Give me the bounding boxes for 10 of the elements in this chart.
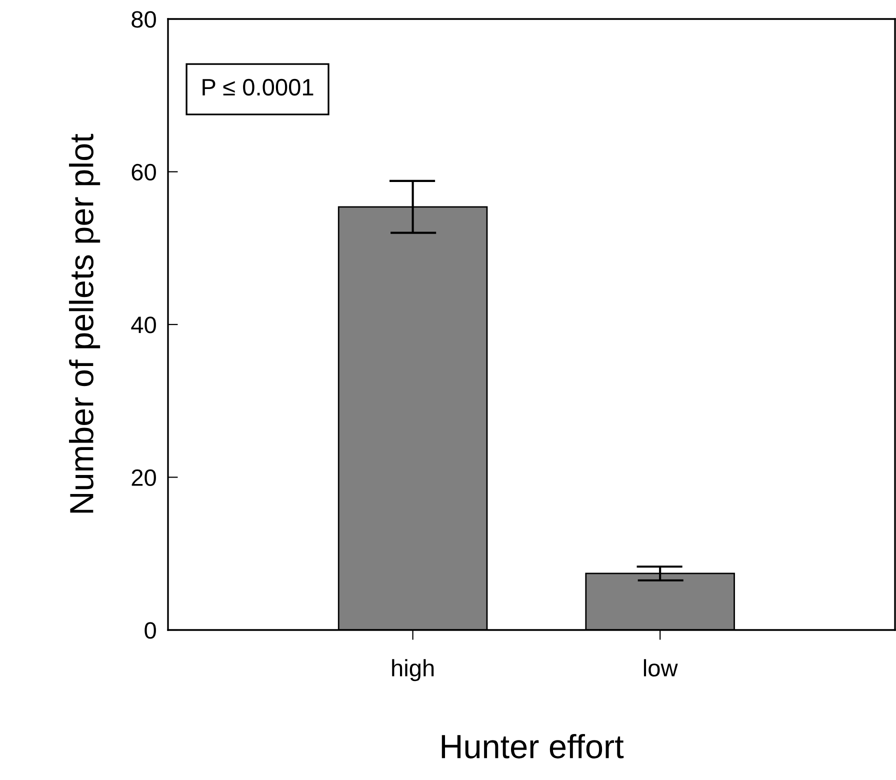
y-axis-title: Number of pellets per plot	[69, 134, 100, 513]
y-tick-label: 20	[132, 469, 156, 486]
y-tick-label: 0	[144, 622, 156, 639]
x-axis-title: Hunter effort	[442, 734, 624, 758]
x-tick-label: high	[392, 659, 434, 682]
annotation: P ≤ 0.0001	[202, 78, 314, 96]
y-tick-label: 60	[132, 164, 156, 181]
x-tick-label: low	[644, 659, 678, 677]
y-tick-label: 80	[132, 11, 156, 28]
y-tick-label: 40	[131, 316, 156, 334]
